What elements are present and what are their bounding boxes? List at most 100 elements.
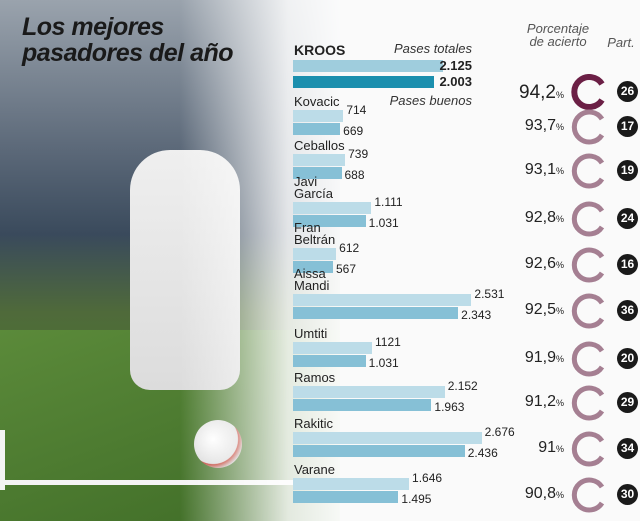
bar-total	[293, 432, 482, 444]
bar-total	[293, 202, 372, 214]
header-accuracy: Porcentaje de acierto	[526, 21, 590, 49]
bar-total	[293, 60, 443, 72]
player-row: Javi García 1.111 1.031 92,8% 24	[293, 174, 640, 236]
player-row: Ceballos 739 688 93,1% 19	[293, 138, 640, 188]
accuracy-donut	[571, 431, 605, 466]
value-good: 2.436	[467, 446, 498, 460]
player-row: Ramos 2.152 1.963 91,2% 29	[293, 370, 640, 420]
accuracy-number: 94,2	[519, 82, 556, 103]
value-good: 567	[335, 262, 356, 276]
value-total: 2.125	[439, 58, 472, 73]
accuracy-donut	[571, 201, 605, 236]
accuracy-value: 92,5%	[524, 300, 564, 318]
player-row: Aissa Mandi 2.531 2.343 92,5% 36	[293, 266, 640, 328]
donut-arc	[571, 385, 605, 420]
accuracy-donut	[571, 385, 605, 420]
matches-badge: 17	[617, 115, 638, 137]
legend-good: Pases buenos	[389, 93, 472, 108]
value-total: 2.676	[484, 425, 515, 439]
value-good: 2.003	[439, 74, 472, 89]
accuracy-value: 94,2%	[519, 82, 564, 103]
value-good: 1.031	[368, 216, 399, 230]
player-row: Umtiti 1121 1.031 91,9% 20	[293, 327, 640, 376]
value-total: 2.531	[474, 287, 505, 301]
player-name: Ceballos	[294, 138, 345, 153]
legend-total: Pases totales	[393, 41, 472, 56]
bar-good	[293, 445, 465, 457]
accuracy-donut	[571, 109, 605, 144]
player-name: Ramos	[294, 370, 336, 385]
bar-total	[293, 478, 410, 490]
donut-arc	[571, 201, 605, 236]
donut-arc	[571, 247, 605, 282]
accuracy-donut	[571, 247, 605, 282]
value-good: 1.031	[368, 356, 399, 370]
player-name: Javi García	[294, 174, 334, 201]
value-total: 714	[346, 103, 367, 117]
bar-good	[293, 167, 342, 179]
matches-badge: 20	[617, 347, 638, 369]
accuracy-number: 92,6	[524, 254, 556, 272]
accuracy-value: 93,1%	[524, 160, 564, 178]
accuracy-donut	[571, 293, 605, 328]
accuracy-number: 92,5	[524, 300, 556, 318]
donut-arc	[571, 477, 605, 512]
pitch-line	[0, 480, 340, 485]
accuracy-donut	[571, 74, 605, 110]
player-row: Varane 1.646 1.495 90,8% 30	[293, 463, 640, 512]
bar-good	[293, 355, 366, 367]
accuracy-donut	[571, 153, 605, 188]
bar-good	[293, 399, 432, 411]
accuracy-donut	[571, 477, 605, 512]
donut-arc	[571, 431, 605, 466]
accuracy-number: 91,9	[524, 348, 556, 366]
value-total: 1.646	[412, 471, 443, 485]
bar-total	[293, 154, 346, 166]
matches-badge: 16	[617, 253, 638, 275]
bar-good	[293, 307, 459, 319]
matches-badge: 30	[617, 483, 638, 505]
player-name: Kovacic	[294, 94, 340, 109]
accuracy-value: 91,9%	[524, 348, 564, 366]
player-name: Aissa Mandi	[294, 266, 330, 293]
bar-total	[293, 248, 337, 260]
chart-title: Los mejores pasadores del año	[22, 13, 234, 67]
accuracy-number: 93,1	[524, 160, 556, 178]
accuracy-value: 92,6%	[524, 254, 564, 272]
bar-good	[293, 123, 341, 135]
value-good: 688	[344, 168, 365, 182]
value-total: 739	[348, 147, 369, 161]
matches-badge: 19	[617, 159, 638, 181]
matches-badge: 36	[617, 299, 638, 321]
matches-badge: 24	[617, 207, 638, 229]
corner-flag	[0, 430, 5, 490]
value-total: 2.152	[447, 379, 478, 393]
accuracy-number: 93,7	[524, 116, 556, 134]
value-total: 1121	[375, 335, 401, 349]
matches-badge: 26	[617, 81, 638, 102]
bar-total	[293, 110, 344, 122]
player-row: Kovacic 714 669 93,7% 17	[293, 94, 640, 144]
donut-arc	[571, 153, 605, 188]
bar-total	[293, 342, 373, 354]
accuracy-value: 91,2%	[524, 392, 564, 410]
accuracy-number: 91	[538, 438, 556, 456]
accuracy-value: 91%	[538, 438, 564, 456]
donut-arc	[571, 293, 605, 328]
bar-total	[293, 294, 472, 306]
donut-arc	[571, 109, 605, 144]
player-name: Fran Beltrán	[294, 220, 336, 247]
value-good: 669	[343, 124, 364, 138]
bar-good	[293, 261, 333, 273]
accuracy-value: 92,8%	[524, 208, 564, 226]
bar-good	[293, 491, 399, 503]
player-name: Rakitic	[294, 416, 334, 431]
accuracy-value: 90,8%	[524, 484, 564, 502]
accuracy-number: 90,8	[524, 484, 556, 502]
player-row: KROOS 2.125 2.003 94,2% 26	[293, 42, 640, 110]
value-good: 2.343	[461, 308, 492, 322]
header-matches: Part.	[607, 35, 635, 50]
player-row: Fran Beltrán 612 567 92,6% 16	[293, 220, 640, 282]
value-total: 612	[339, 241, 360, 255]
matches-badge: 29	[617, 391, 638, 413]
